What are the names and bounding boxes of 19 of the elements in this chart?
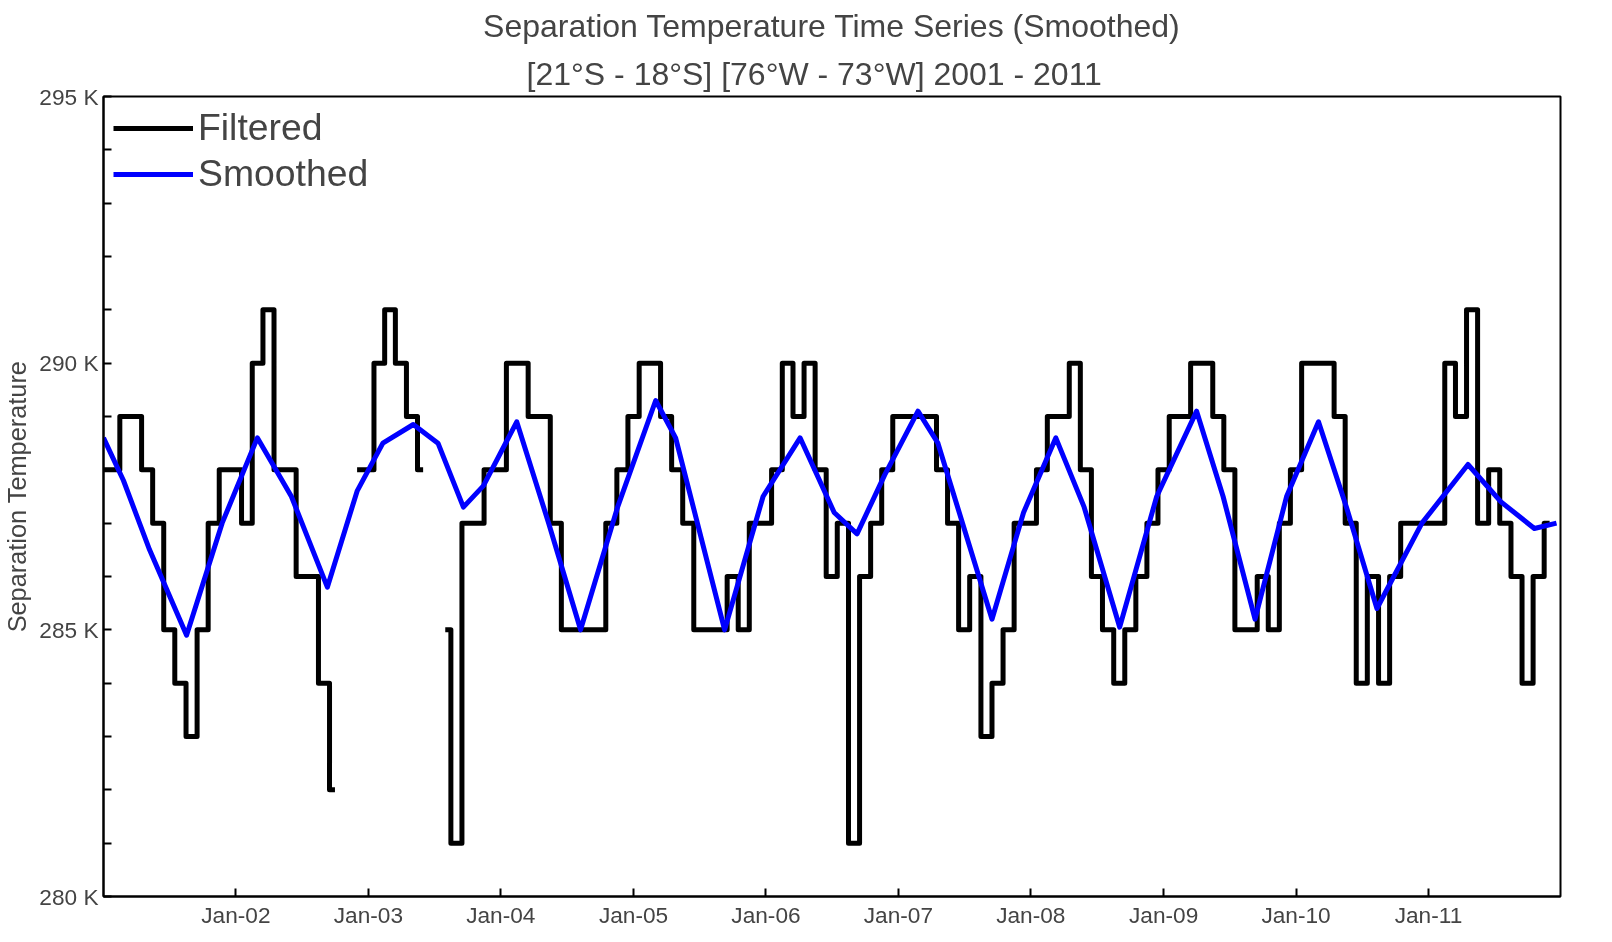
- x-tick-label: Jan-03: [333, 901, 403, 928]
- x-tick-label: Jan-06: [731, 901, 801, 928]
- legend-label: Smoothed: [198, 152, 369, 195]
- x-tick-label: Jan-05: [598, 901, 669, 928]
- x-tick-label: Jan-08: [996, 901, 1066, 928]
- x-tick-label: Jan-04: [466, 901, 536, 928]
- chart-title: Separation Temperature Time Series (Smoothed): [483, 7, 1180, 44]
- y-tick-label: 290 K: [39, 350, 99, 377]
- x-tick-label: Jan-11: [1394, 901, 1463, 928]
- x-tick-label: Jan-07: [863, 901, 934, 928]
- x-tick-label: Jan-10: [1261, 901, 1331, 928]
- x-tick-label: Jan-09: [1128, 901, 1199, 928]
- y-tick-label: 295 K: [39, 83, 99, 110]
- chart-subtitle: [21°S - 18°S] [76°W - 73°W] 2001 - 2011: [526, 55, 1102, 92]
- y-tick-label: 280 K: [39, 883, 99, 910]
- legend-label: Filtered: [198, 106, 323, 149]
- y-tick-label: 285 K: [39, 616, 99, 643]
- x-tick-label: Jan-02: [201, 901, 271, 928]
- y-axis-title: Separation Temperature: [3, 361, 32, 633]
